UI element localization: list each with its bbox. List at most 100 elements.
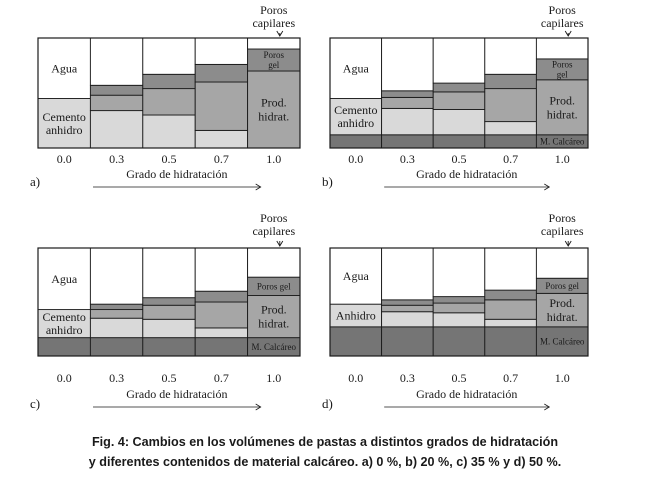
- segment-gel-b-3: [484, 73, 537, 90]
- panel-letter: b): [322, 174, 333, 189]
- segment-cemento-b-1: [381, 107, 434, 136]
- label-poros-gel: gel: [268, 60, 279, 70]
- segment-prod-a-2: [142, 88, 196, 116]
- segment-gel-d-2: [432, 296, 486, 304]
- axis-label: Grado de hidratación: [416, 387, 517, 401]
- segment-agua-b-1: [381, 37, 434, 92]
- segment-cemento-c-2: [142, 318, 196, 339]
- label-calcareo: M. Calcáreo: [252, 342, 297, 352]
- degree-label: 0.5: [162, 371, 177, 385]
- segment-calcareo-d-4: [535, 326, 589, 357]
- segment-gel-d-1: [381, 299, 434, 306]
- degree-label: 1.0: [555, 152, 570, 166]
- segment-agua-c-3: [194, 247, 249, 292]
- label-poros-capilares: capilares: [252, 224, 295, 238]
- segment-agua-a-3: [194, 37, 249, 65]
- label-poros-capilares: Poros: [549, 211, 577, 225]
- label-poros-gel: Poros gel: [545, 281, 579, 291]
- segment-cemento-d-2: [432, 312, 486, 328]
- caption-line-1: Fig. 4: Cambios en los volúmenes de past…: [91, 435, 559, 449]
- degree-label: 0.3: [400, 371, 415, 385]
- segment-cemento-a-0: [37, 98, 91, 149]
- segment-prod-b-3: [484, 88, 537, 123]
- label-poros-capilares: Poros: [549, 3, 577, 17]
- segment-gel-b-1: [381, 90, 434, 98]
- segment-gel-c-3: [194, 290, 249, 303]
- segment-calcareo-b-1: [381, 134, 434, 149]
- segment-agua-d-4: [535, 247, 589, 279]
- segment-cemento-a-1: [89, 110, 144, 149]
- segment-agua-b-3: [484, 37, 537, 75]
- label-cemento: anhidro: [46, 123, 83, 137]
- panel-a: 0.0 0.3 0.5 0.7 1.0AguaCementoanhidroPorosge…: [30, 3, 301, 191]
- axis-arrow-head: [255, 183, 262, 191]
- segment-calcareo-d-3: [484, 326, 537, 357]
- segment-calcareo-b-2: [432, 134, 486, 149]
- segment-calcareo-c-3: [194, 337, 249, 357]
- segment-gel-d-3: [484, 289, 537, 301]
- capilares-arrow-head: [564, 240, 572, 247]
- label-cemento: anhidro: [46, 323, 83, 337]
- segment-agua-b-4: [535, 37, 589, 60]
- segment-agua-c-1: [89, 247, 144, 305]
- segment-gel-c-2: [142, 297, 196, 306]
- label-poros-gel: gel: [557, 69, 568, 79]
- label-prod-hidrat: hidrat.: [547, 310, 578, 324]
- degree-label: 0.0: [348, 371, 363, 385]
- label-cemento: Anhidro: [336, 309, 376, 323]
- segment-calcareo-c-0: [37, 337, 91, 357]
- segment-calcareo-c-2: [142, 337, 196, 357]
- segment-prod-d-1: [381, 304, 434, 313]
- label-cemento: Cemento: [43, 110, 86, 124]
- degree-label: 0.5: [452, 152, 467, 166]
- label-prod-hidrat: hidrat.: [258, 317, 289, 331]
- label-prod-hidrat: Prod.: [261, 303, 287, 317]
- capilares-arrow-head: [276, 30, 284, 37]
- segment-calcareo-d-0: [329, 326, 383, 357]
- segment-cemento-a-3: [194, 129, 249, 149]
- label-prod-hidrat: Prod.: [549, 296, 575, 310]
- figure-caption: Fig. 4: Cambios en los volúmenes de past…: [0, 432, 650, 472]
- panel-frame: [37, 37, 301, 149]
- label-cemento: Cemento: [334, 103, 377, 117]
- panel-d: 0.0 0.3 0.5 0.7 1.0 Agua Anhidro Poros gel Prod.…: [322, 211, 589, 411]
- segment-prod-d-3: [484, 299, 537, 320]
- degree-label: 0.7: [214, 371, 229, 385]
- segment-prod-b-1: [381, 96, 434, 109]
- axis-arrow-head: [544, 183, 551, 191]
- segment-calcareo-d-2: [432, 326, 486, 357]
- label-poros-capilares: capilares: [541, 224, 584, 238]
- segment-agua-a-0: [37, 37, 91, 99]
- label-poros-capilares: capilares: [541, 16, 584, 30]
- axis-label: Grado de hidratación: [416, 167, 517, 181]
- segment-agua-c-4: [247, 247, 301, 278]
- segment-prod-d-4: [535, 292, 589, 328]
- panel-frame: [37, 247, 301, 357]
- axis-arrow-head: [544, 403, 551, 411]
- degree-label: 1.0: [555, 371, 570, 385]
- label-prod-hidrat: Prod.: [261, 96, 287, 110]
- segment-prod-c-3: [194, 301, 249, 329]
- axis-arrow-head: [255, 403, 262, 411]
- segment-cemento-d-1: [381, 311, 434, 328]
- label-poros-capilares: Poros: [260, 3, 288, 17]
- segment-agua-d-1: [381, 247, 434, 301]
- segment-cemento-c-1: [89, 317, 144, 339]
- degree-label: 0.3: [400, 152, 415, 166]
- panel-frame: [329, 37, 589, 149]
- axis-label: Grado de hidratación: [126, 387, 227, 401]
- label-poros-capilares: Poros: [260, 211, 288, 225]
- segment-cemento-b-3: [484, 121, 537, 136]
- degree-label: 0.0: [57, 152, 72, 166]
- panel-letter: c): [30, 396, 40, 411]
- caption-line-2: y diferentes contenidos de material calc…: [88, 455, 562, 469]
- panel-letter: d): [322, 396, 333, 411]
- segment-agua-b-2: [432, 37, 486, 84]
- degree-label: 0.7: [214, 152, 229, 166]
- degree-label: 0.0: [57, 371, 72, 385]
- segment-calcareo-b-0: [329, 134, 383, 149]
- segment-cemento-b-2: [432, 109, 486, 136]
- segment-cemento-d-3: [484, 318, 537, 328]
- degree-label: 0.5: [162, 152, 177, 166]
